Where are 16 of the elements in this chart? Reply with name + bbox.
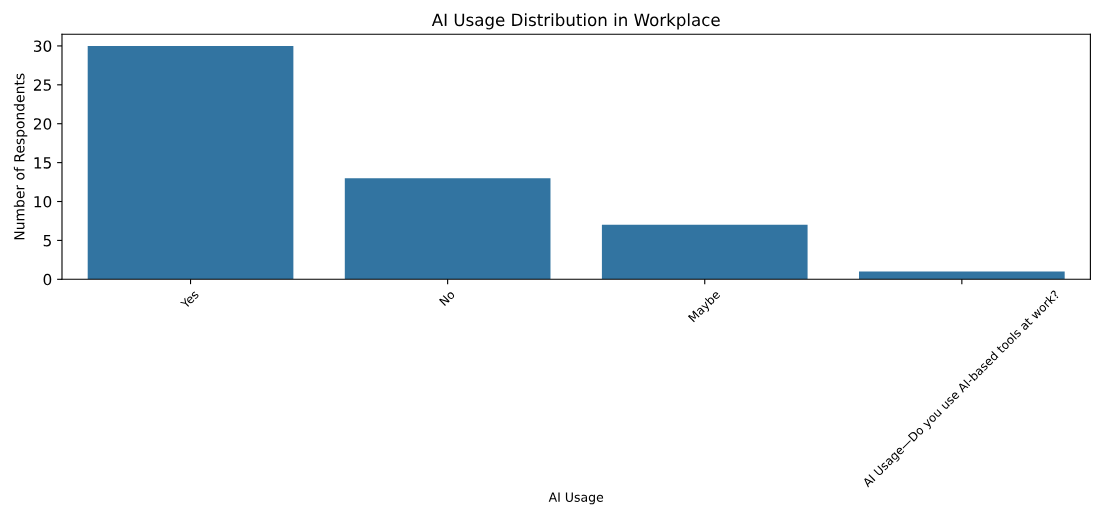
bar xyxy=(859,271,1065,280)
y-tick-label: 30 xyxy=(33,40,52,52)
x-tick-label: No xyxy=(439,289,456,307)
bar xyxy=(601,224,808,280)
x-axis-title: AI Usage xyxy=(548,492,604,505)
y-tick-label: 0 xyxy=(43,273,52,286)
y-tick-label: 15 xyxy=(34,157,51,169)
bar xyxy=(87,45,294,280)
y-axis-title: Number of Respondents xyxy=(13,73,28,240)
chart-title: AI Usage Distribution in Workplace xyxy=(431,13,720,30)
y-tick-label: 5 xyxy=(43,235,51,247)
y-tick-label: 10 xyxy=(34,195,52,208)
y-tick-label: 25 xyxy=(33,79,51,91)
y-tick-label: 20 xyxy=(33,118,52,130)
bar xyxy=(344,178,551,280)
x-tick-label: Yes xyxy=(180,289,200,309)
